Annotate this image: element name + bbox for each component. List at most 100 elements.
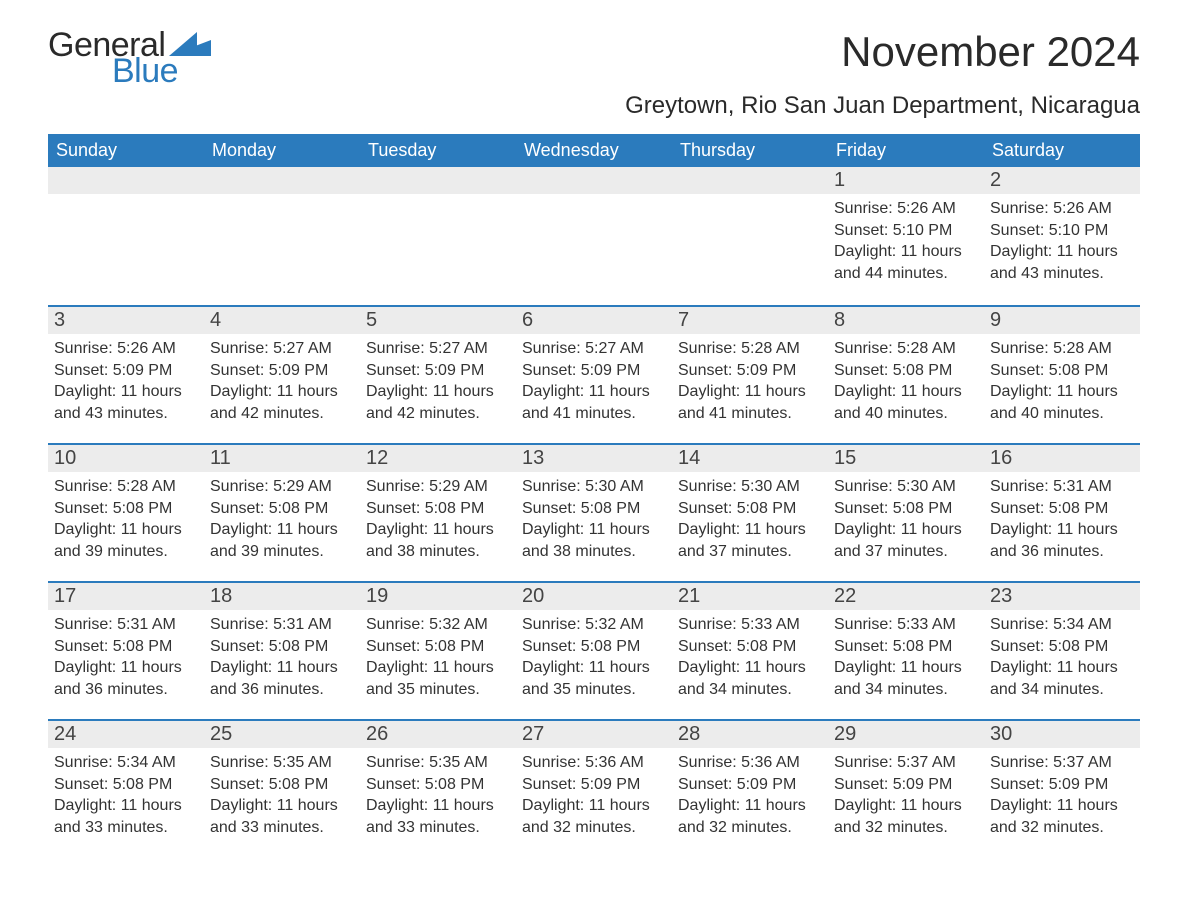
day-number: 22	[828, 581, 984, 610]
daylight-text: Daylight: 11 hours and 35 minutes.	[366, 657, 510, 700]
daylight-text: Daylight: 11 hours and 39 minutes.	[210, 519, 354, 562]
daylight-text: Daylight: 11 hours and 33 minutes.	[54, 795, 198, 838]
day-number: 2	[984, 167, 1140, 194]
sunset-text: Sunset: 5:09 PM	[54, 360, 198, 382]
sunset-text: Sunset: 5:08 PM	[210, 498, 354, 520]
calendar-day-cell: 20Sunrise: 5:32 AMSunset: 5:08 PMDayligh…	[516, 581, 672, 719]
day-details: Sunrise: 5:28 AMSunset: 5:09 PMDaylight:…	[672, 334, 828, 430]
calendar-day-cell: 28Sunrise: 5:36 AMSunset: 5:09 PMDayligh…	[672, 719, 828, 857]
day-details: Sunrise: 5:33 AMSunset: 5:08 PMDaylight:…	[828, 610, 984, 706]
day-details: Sunrise: 5:34 AMSunset: 5:08 PMDaylight:…	[48, 748, 204, 844]
day-number: 3	[48, 305, 204, 334]
sunrise-text: Sunrise: 5:28 AM	[678, 338, 822, 360]
empty-day-bar	[48, 167, 204, 194]
calendar-day-cell	[204, 167, 360, 305]
sunset-text: Sunset: 5:10 PM	[990, 220, 1134, 242]
calendar-day-cell: 2Sunrise: 5:26 AMSunset: 5:10 PMDaylight…	[984, 167, 1140, 305]
sunrise-text: Sunrise: 5:34 AM	[990, 614, 1134, 636]
calendar-day-cell: 1Sunrise: 5:26 AMSunset: 5:10 PMDaylight…	[828, 167, 984, 305]
sunset-text: Sunset: 5:08 PM	[834, 498, 978, 520]
daylight-text: Daylight: 11 hours and 36 minutes.	[210, 657, 354, 700]
day-number: 4	[204, 305, 360, 334]
daylight-text: Daylight: 11 hours and 42 minutes.	[210, 381, 354, 424]
day-number: 27	[516, 719, 672, 748]
calendar-day-cell: 25Sunrise: 5:35 AMSunset: 5:08 PMDayligh…	[204, 719, 360, 857]
calendar-day-cell: 13Sunrise: 5:30 AMSunset: 5:08 PMDayligh…	[516, 443, 672, 581]
sunrise-text: Sunrise: 5:34 AM	[54, 752, 198, 774]
daylight-text: Daylight: 11 hours and 32 minutes.	[678, 795, 822, 838]
sunrise-text: Sunrise: 5:28 AM	[990, 338, 1134, 360]
day-number: 29	[828, 719, 984, 748]
daylight-text: Daylight: 11 hours and 40 minutes.	[834, 381, 978, 424]
calendar-day-cell: 19Sunrise: 5:32 AMSunset: 5:08 PMDayligh…	[360, 581, 516, 719]
day-details: Sunrise: 5:35 AMSunset: 5:08 PMDaylight:…	[204, 748, 360, 844]
calendar-day-cell: 27Sunrise: 5:36 AMSunset: 5:09 PMDayligh…	[516, 719, 672, 857]
calendar-day-cell: 24Sunrise: 5:34 AMSunset: 5:08 PMDayligh…	[48, 719, 204, 857]
day-header: Thursday	[672, 134, 828, 167]
daylight-text: Daylight: 11 hours and 41 minutes.	[522, 381, 666, 424]
day-details: Sunrise: 5:27 AMSunset: 5:09 PMDaylight:…	[516, 334, 672, 430]
sunrise-text: Sunrise: 5:35 AM	[210, 752, 354, 774]
sunrise-text: Sunrise: 5:31 AM	[210, 614, 354, 636]
calendar-day-cell: 6Sunrise: 5:27 AMSunset: 5:09 PMDaylight…	[516, 305, 672, 443]
calendar-week-row: 3Sunrise: 5:26 AMSunset: 5:09 PMDaylight…	[48, 305, 1140, 443]
sunrise-text: Sunrise: 5:28 AM	[54, 476, 198, 498]
sunset-text: Sunset: 5:08 PM	[834, 636, 978, 658]
sunset-text: Sunset: 5:09 PM	[522, 360, 666, 382]
daylight-text: Daylight: 11 hours and 38 minutes.	[522, 519, 666, 562]
day-details: Sunrise: 5:37 AMSunset: 5:09 PMDaylight:…	[828, 748, 984, 844]
day-details: Sunrise: 5:34 AMSunset: 5:08 PMDaylight:…	[984, 610, 1140, 706]
calendar-day-cell: 10 Sunrise: 5:28 AMSunset: 5:08 PMDayligh…	[48, 443, 204, 581]
day-number: 10	[48, 443, 204, 472]
sunrise-text: Sunrise: 5:26 AM	[834, 198, 978, 220]
sunrise-text: Sunrise: 5:29 AM	[210, 476, 354, 498]
sunset-text: Sunset: 5:09 PM	[990, 774, 1134, 796]
sunrise-text: Sunrise: 5:26 AM	[54, 338, 198, 360]
daylight-text: Daylight: 11 hours and 39 minutes.	[54, 519, 198, 562]
day-number: 16	[984, 443, 1140, 472]
sunset-text: Sunset: 5:08 PM	[678, 636, 822, 658]
day-header: Wednesday	[516, 134, 672, 167]
day-header-row: Sunday Monday Tuesday Wednesday Thursday…	[48, 134, 1140, 167]
sunset-text: Sunset: 5:08 PM	[522, 498, 666, 520]
empty-day-bar	[360, 167, 516, 194]
sunrise-text: Sunrise: 5:30 AM	[834, 476, 978, 498]
sunset-text: Sunset: 5:08 PM	[990, 636, 1134, 658]
sunrise-text: Sunrise: 5:33 AM	[678, 614, 822, 636]
sunset-text: Sunset: 5:08 PM	[54, 498, 198, 520]
day-details: Sunrise: 5:30 AMSunset: 5:08 PMDaylight:…	[672, 472, 828, 568]
calendar-day-cell: 3Sunrise: 5:26 AMSunset: 5:09 PMDaylight…	[48, 305, 204, 443]
daylight-text: Daylight: 11 hours and 40 minutes.	[990, 381, 1134, 424]
day-number: 26	[360, 719, 516, 748]
day-number: 23	[984, 581, 1140, 610]
page-title: November 2024	[841, 28, 1140, 76]
sunset-text: Sunset: 5:08 PM	[522, 636, 666, 658]
sunrise-text: Sunrise: 5:29 AM	[366, 476, 510, 498]
day-details: Sunrise: 5:26 AMSunset: 5:10 PMDaylight:…	[828, 194, 984, 290]
day-number: 17	[48, 581, 204, 610]
sunrise-text: Sunrise: 5:31 AM	[990, 476, 1134, 498]
day-number: 20	[516, 581, 672, 610]
day-details: Sunrise: 5:32 AMSunset: 5:08 PMDaylight:…	[516, 610, 672, 706]
sunset-text: Sunset: 5:10 PM	[834, 220, 978, 242]
sunset-text: Sunset: 5:08 PM	[210, 774, 354, 796]
day-details: Sunrise: 5:26 AMSunset: 5:09 PMDaylight:…	[48, 334, 204, 430]
sunrise-text: Sunrise: 5:31 AM	[54, 614, 198, 636]
daylight-text: Daylight: 11 hours and 32 minutes.	[522, 795, 666, 838]
calendar-day-cell: 17 Sunrise: 5:31 AMSunset: 5:08 PMDayligh…	[48, 581, 204, 719]
day-details: Sunrise: 5:28 AMSunset: 5:08 PMDaylight:…	[984, 334, 1140, 430]
sunrise-text: Sunrise: 5:37 AM	[834, 752, 978, 774]
sunrise-text: Sunrise: 5:33 AM	[834, 614, 978, 636]
daylight-text: Daylight: 11 hours and 36 minutes.	[54, 657, 198, 700]
daylight-text: Daylight: 11 hours and 36 minutes.	[990, 519, 1134, 562]
sunset-text: Sunset: 5:08 PM	[678, 498, 822, 520]
day-header: Tuesday	[360, 134, 516, 167]
day-number: 11	[204, 443, 360, 472]
sunrise-text: Sunrise: 5:35 AM	[366, 752, 510, 774]
sunset-text: Sunset: 5:08 PM	[54, 636, 198, 658]
calendar-week-row: 10Sunrise: 5:28 AMSunset: 5:08 PMDayligh…	[48, 443, 1140, 581]
sunrise-text: Sunrise: 5:32 AM	[366, 614, 510, 636]
sunset-text: Sunset: 5:09 PM	[210, 360, 354, 382]
day-number: 25	[204, 719, 360, 748]
day-number: 1	[828, 167, 984, 194]
